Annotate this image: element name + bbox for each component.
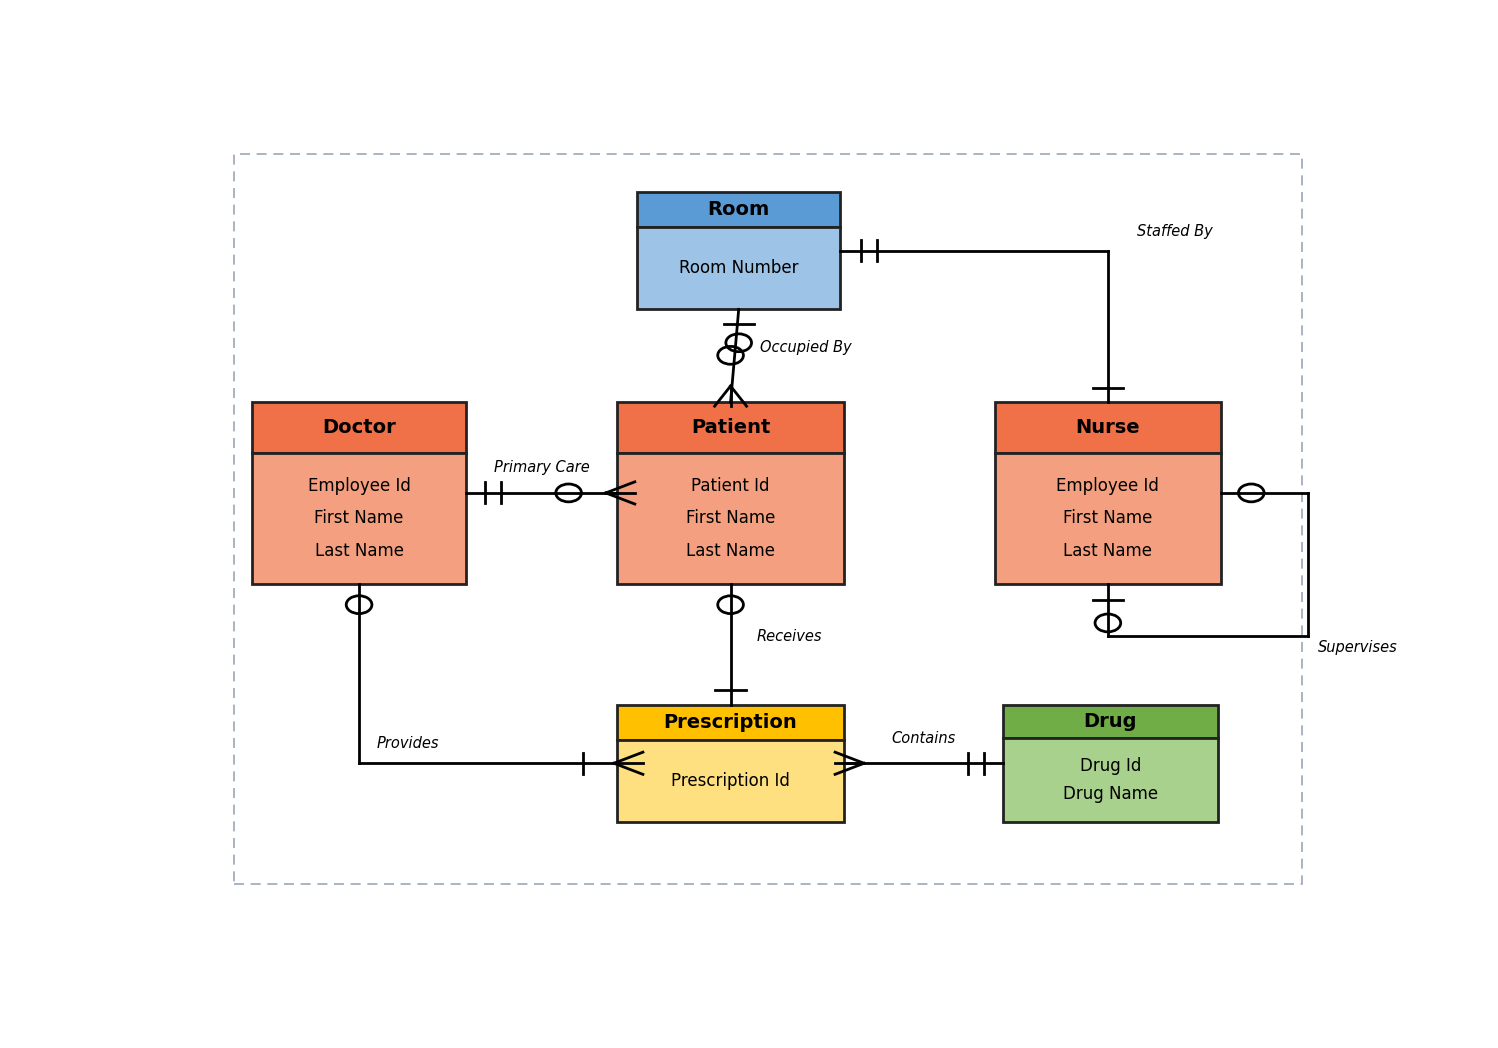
Text: Contains: Contains xyxy=(891,730,956,745)
Text: Provides: Provides xyxy=(376,736,439,751)
Bar xyxy=(252,402,466,453)
Text: Nurse: Nurse xyxy=(1076,418,1140,437)
Text: Prescription Id: Prescription Id xyxy=(671,771,789,790)
Bar xyxy=(637,227,840,309)
Text: Receives: Receives xyxy=(756,629,821,643)
Text: Staffed By: Staffed By xyxy=(1137,223,1213,239)
Text: Primary Care: Primary Care xyxy=(494,460,590,475)
Text: First Name: First Name xyxy=(686,509,776,527)
Text: Occupied By: Occupied By xyxy=(759,341,851,355)
Text: Patient: Patient xyxy=(691,418,770,437)
Text: Employee Id: Employee Id xyxy=(307,477,410,495)
Text: Patient Id: Patient Id xyxy=(691,477,770,495)
Bar xyxy=(617,402,843,453)
Text: Drug Name: Drug Name xyxy=(1062,785,1158,803)
Bar xyxy=(1002,704,1218,738)
Text: Doctor: Doctor xyxy=(322,418,395,437)
Bar xyxy=(617,740,843,822)
Bar xyxy=(995,402,1221,453)
Text: Employee Id: Employee Id xyxy=(1056,477,1159,495)
Text: Drug: Drug xyxy=(1083,712,1137,730)
Bar xyxy=(1002,738,1218,822)
Text: Prescription: Prescription xyxy=(664,713,797,732)
Text: Room: Room xyxy=(707,200,770,219)
Text: First Name: First Name xyxy=(315,509,404,527)
Text: Last Name: Last Name xyxy=(686,542,774,560)
Bar xyxy=(617,453,843,584)
Bar xyxy=(617,704,843,740)
Text: Room Number: Room Number xyxy=(679,260,798,278)
Text: First Name: First Name xyxy=(1064,509,1152,527)
Bar xyxy=(252,453,466,584)
Bar xyxy=(637,193,840,227)
Text: Drug Id: Drug Id xyxy=(1080,757,1141,774)
Text: Last Name: Last Name xyxy=(1064,542,1152,560)
Text: Supervises: Supervises xyxy=(1317,640,1398,655)
Bar xyxy=(995,453,1221,584)
Text: Last Name: Last Name xyxy=(315,542,403,560)
